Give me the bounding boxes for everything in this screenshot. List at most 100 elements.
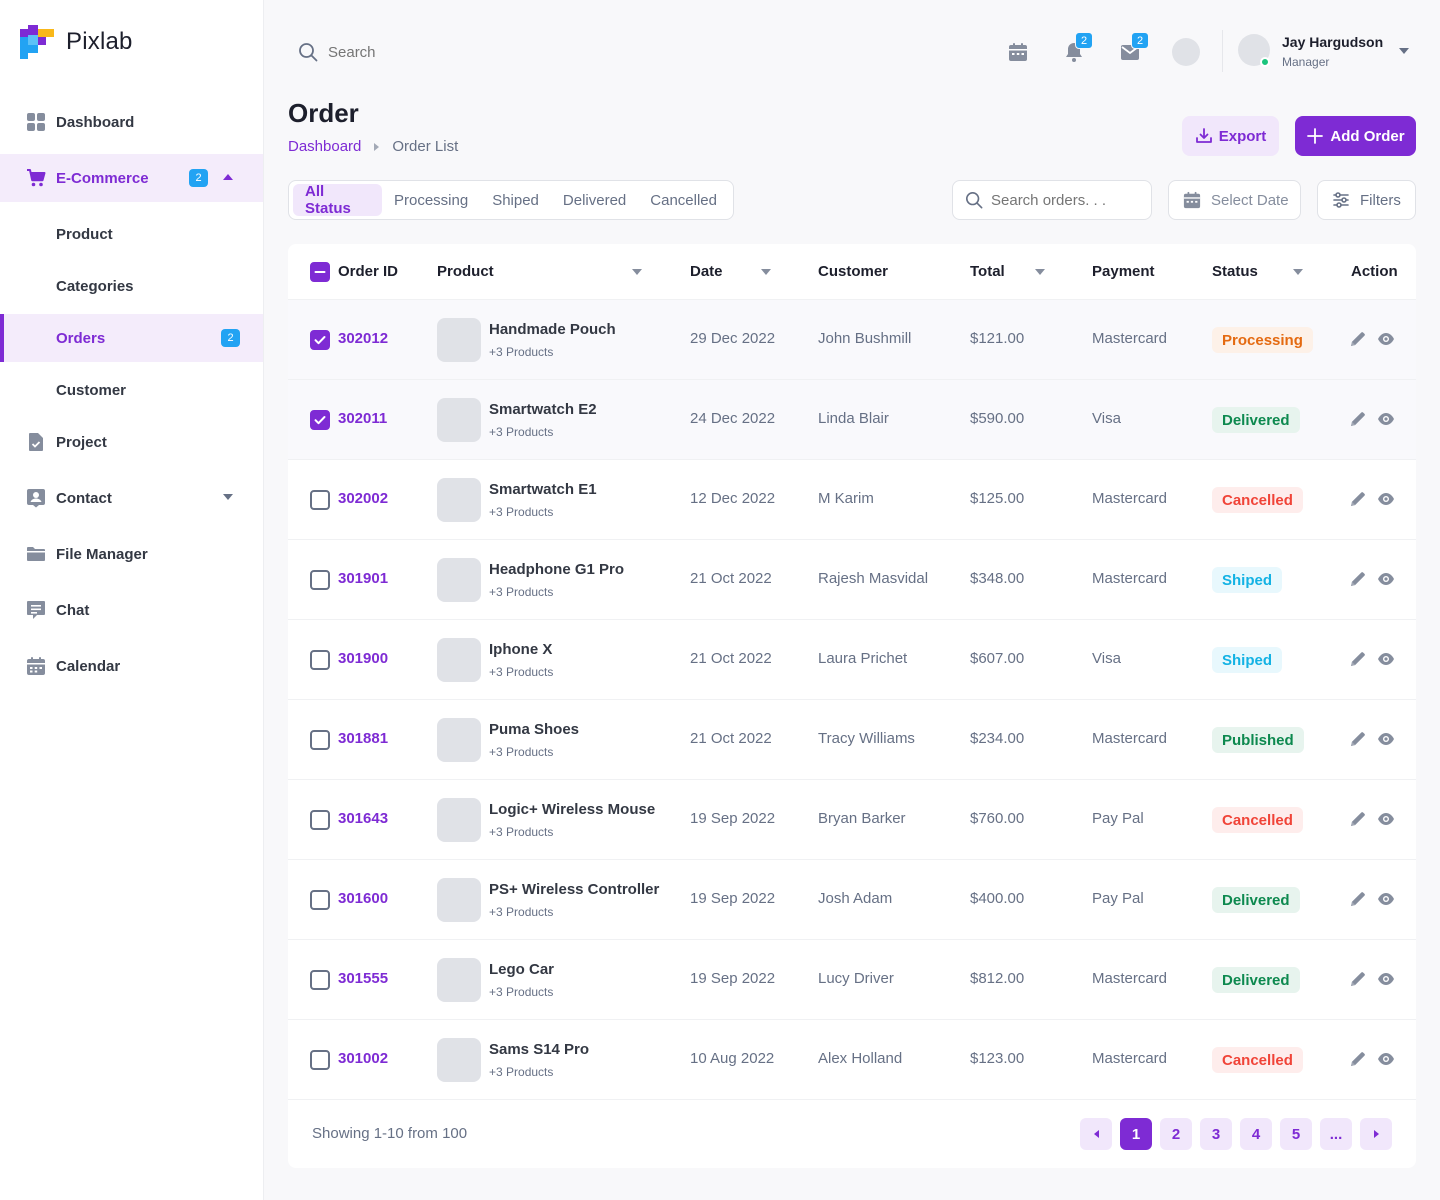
table-row[interactable]: 301600 PS+ Wireless Controller +3 Products… bbox=[288, 860, 1416, 940]
tab-shiped[interactable]: Shiped bbox=[492, 191, 539, 209]
edit-icon[interactable] bbox=[1349, 890, 1367, 908]
global-search[interactable] bbox=[298, 42, 628, 62]
table-row[interactable]: 301901 Headphone G1 Pro +3 Products 21 Oct … bbox=[288, 540, 1416, 620]
table-row[interactable]: 301900 Iphone X +3 Products 21 Oct 2022 Laur… bbox=[288, 620, 1416, 700]
page-button-2[interactable]: 2 bbox=[1160, 1118, 1192, 1150]
order-search-input[interactable] bbox=[991, 191, 1141, 209]
sort-total-icon[interactable] bbox=[1035, 269, 1045, 275]
sidebar-item-categories[interactable]: Categories bbox=[0, 262, 263, 310]
sidebar-item-chat[interactable]: Chat bbox=[0, 586, 263, 634]
chevron-up-icon[interactable] bbox=[222, 173, 234, 181]
order-id-link[interactable]: 301881 bbox=[338, 730, 389, 747]
sidebar-item-customer[interactable]: Customer bbox=[0, 366, 263, 414]
view-eye-icon[interactable] bbox=[1377, 890, 1395, 908]
view-eye-icon[interactable] bbox=[1377, 730, 1395, 748]
product-count: +3 Products bbox=[489, 345, 554, 359]
view-eye-icon[interactable] bbox=[1377, 1050, 1395, 1068]
page-button-3[interactable]: 3 bbox=[1200, 1118, 1232, 1150]
edit-icon[interactable] bbox=[1349, 810, 1367, 828]
app-logo[interactable]: Pixlab bbox=[20, 24, 133, 60]
order-search[interactable] bbox=[952, 180, 1152, 220]
sidebar-item-contact[interactable]: Contact bbox=[0, 474, 263, 522]
page-button-1[interactable]: 1 bbox=[1120, 1118, 1152, 1150]
sidebar-item-label: Orders bbox=[56, 329, 106, 347]
sort-date-icon[interactable] bbox=[761, 269, 771, 275]
search-input[interactable] bbox=[328, 43, 628, 61]
table-row[interactable]: 301643 Logic+ Wireless Mouse +3 Products 19… bbox=[288, 780, 1416, 860]
select-date-button[interactable]: Select Date bbox=[1168, 180, 1301, 220]
sort-status-icon[interactable] bbox=[1293, 269, 1303, 275]
edit-icon[interactable] bbox=[1349, 1050, 1367, 1068]
row-checkbox[interactable] bbox=[310, 810, 330, 830]
view-eye-icon[interactable] bbox=[1377, 650, 1395, 668]
order-id-link[interactable]: 301643 bbox=[338, 810, 389, 827]
order-id-link[interactable]: 302002 bbox=[338, 490, 389, 507]
customer-name: M Karim bbox=[818, 490, 874, 507]
view-eye-icon[interactable] bbox=[1377, 490, 1395, 508]
chevron-down-icon[interactable] bbox=[222, 493, 234, 501]
sidebar-item-dashboard[interactable]: Dashboard bbox=[0, 98, 263, 146]
sidebar-item-orders[interactable]: Orders 2 bbox=[0, 314, 263, 362]
order-id-link[interactable]: 301901 bbox=[338, 570, 389, 587]
edit-icon[interactable] bbox=[1349, 410, 1367, 428]
filters-button[interactable]: Filters bbox=[1317, 180, 1416, 220]
order-id-link[interactable]: 301600 bbox=[338, 890, 389, 907]
tab-delivered[interactable]: Delivered bbox=[562, 191, 627, 209]
row-checkbox[interactable] bbox=[310, 1050, 330, 1070]
add-order-button[interactable]: Add Order bbox=[1295, 116, 1416, 156]
table-row[interactable]: 302012 Handmade Pouch +3 Products 29 Dec 20… bbox=[288, 300, 1416, 380]
order-id-link[interactable]: 302011 bbox=[338, 410, 388, 427]
view-eye-icon[interactable] bbox=[1377, 330, 1395, 348]
row-checkbox[interactable] bbox=[310, 650, 330, 670]
breadcrumb-dashboard[interactable]: Dashboard bbox=[288, 138, 362, 155]
notifications-button[interactable]: 2 bbox=[1062, 32, 1093, 64]
table-row[interactable]: 302002 Smartwatch E1 +3 Products 12 Dec 202… bbox=[288, 460, 1416, 540]
tab-all-status[interactable]: All Status bbox=[293, 183, 382, 217]
prev-page-button[interactable] bbox=[1080, 1118, 1112, 1150]
page-button-4[interactable]: 4 bbox=[1240, 1118, 1272, 1150]
view-eye-icon[interactable] bbox=[1377, 570, 1395, 588]
row-checkbox[interactable] bbox=[310, 570, 330, 590]
view-eye-icon[interactable] bbox=[1377, 970, 1395, 988]
user-menu[interactable]: Jay Hargudson Manager bbox=[1238, 34, 1438, 70]
order-id-link[interactable]: 301900 bbox=[338, 650, 389, 667]
table-row[interactable]: 301555 Lego Car +3 Products 19 Sep 2022 Lucy… bbox=[288, 940, 1416, 1020]
row-checkbox[interactable] bbox=[310, 490, 330, 510]
edit-icon[interactable] bbox=[1349, 970, 1367, 988]
view-eye-icon[interactable] bbox=[1377, 410, 1395, 428]
edit-icon[interactable] bbox=[1349, 490, 1367, 508]
sidebar-item-calendar[interactable]: Calendar bbox=[0, 642, 263, 690]
sidebar-item-product[interactable]: Product bbox=[0, 210, 263, 258]
order-id-link[interactable]: 301555 bbox=[338, 970, 389, 987]
select-all-checkbox[interactable] bbox=[310, 262, 330, 282]
order-id-link[interactable]: 302012 bbox=[338, 330, 389, 347]
edit-icon[interactable] bbox=[1349, 330, 1367, 348]
table-row[interactable]: 302011 Smartwatch E2 +3 Products 24 Dec 202… bbox=[288, 380, 1416, 460]
status-circle-icon[interactable] bbox=[1172, 38, 1200, 66]
table-row[interactable]: 301881 Puma Shoes +3 Products 21 Oct 2022 Tr… bbox=[288, 700, 1416, 780]
sidebar-item-file-manager[interactable]: File Manager bbox=[0, 530, 263, 578]
edit-icon[interactable] bbox=[1349, 730, 1367, 748]
export-button[interactable]: Export bbox=[1182, 116, 1279, 156]
messages-button[interactable]: 2 bbox=[1118, 32, 1149, 64]
order-id-link[interactable]: 301002 bbox=[338, 1050, 389, 1067]
sidebar-item-ecommerce[interactable]: E-Commerce 2 bbox=[0, 154, 263, 202]
sort-product-icon[interactable] bbox=[632, 269, 642, 275]
sidebar-item-project[interactable]: Project bbox=[0, 418, 263, 466]
row-checkbox[interactable] bbox=[310, 410, 330, 430]
table-row[interactable]: 301002 Sams S14 Pro +3 Products 10 Aug 2022… bbox=[288, 1020, 1416, 1100]
edit-icon[interactable] bbox=[1349, 570, 1367, 588]
edit-icon[interactable] bbox=[1349, 650, 1367, 668]
row-checkbox[interactable] bbox=[310, 970, 330, 990]
view-eye-icon[interactable] bbox=[1377, 810, 1395, 828]
row-checkbox[interactable] bbox=[310, 730, 330, 750]
tab-processing[interactable]: Processing bbox=[393, 191, 469, 209]
row-checkbox[interactable] bbox=[310, 330, 330, 350]
page-ellipsis-button[interactable]: ... bbox=[1320, 1118, 1352, 1150]
calendar-button[interactable] bbox=[1006, 40, 1030, 64]
chevron-down-icon[interactable] bbox=[1398, 47, 1410, 55]
page-button-5[interactable]: 5 bbox=[1280, 1118, 1312, 1150]
row-checkbox[interactable] bbox=[310, 890, 330, 910]
next-page-button[interactable] bbox=[1360, 1118, 1392, 1150]
tab-cancelled[interactable]: Cancelled bbox=[650, 191, 717, 209]
